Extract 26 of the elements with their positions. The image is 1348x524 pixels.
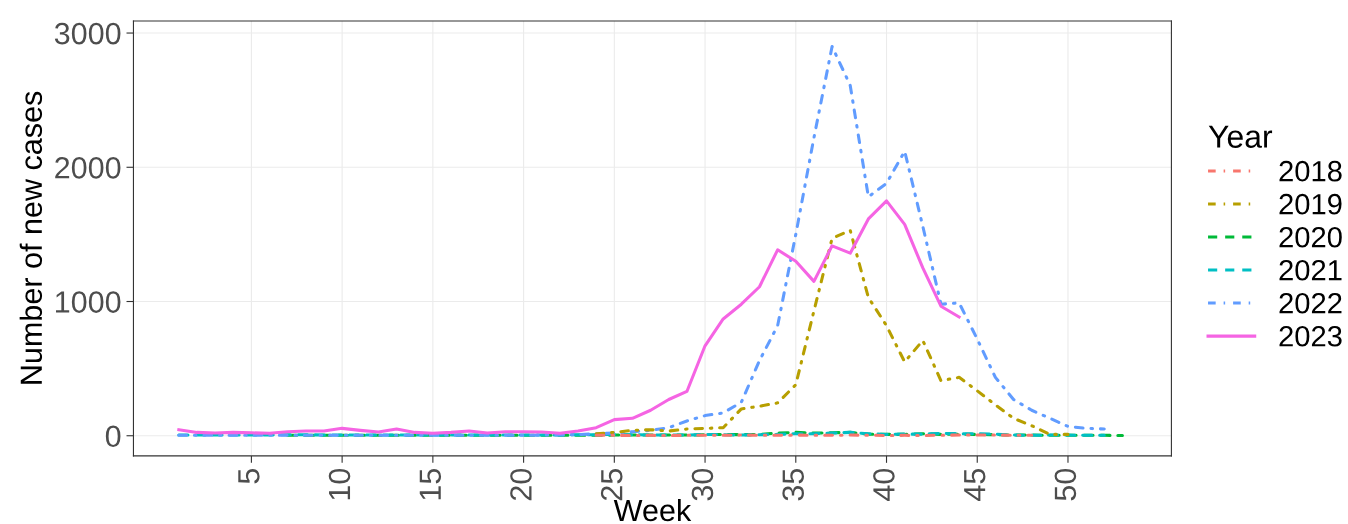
- x-tick-label: 45: [964, 468, 986, 501]
- y-tick-label: 2000: [55, 157, 121, 179]
- x-tick-label: 35: [782, 468, 804, 501]
- x-tick-label: 30: [691, 468, 714, 501]
- x-tick-label: 15: [419, 468, 442, 500]
- legend-label: 2018: [1279, 160, 1342, 182]
- legend-label: 2019: [1279, 193, 1342, 215]
- line-series: [177, 199, 961, 435]
- x-tick-label: 40: [873, 468, 895, 501]
- x-tick-label: 10: [328, 468, 351, 500]
- legend-label: 2023: [1279, 325, 1342, 347]
- y-tick-label: 0: [105, 425, 121, 448]
- legend-label: 2021: [1279, 259, 1342, 281]
- line-series: [177, 44, 1106, 437]
- x-tick-label: 20: [510, 468, 532, 501]
- legend-title: Year: [1208, 125, 1273, 148]
- x-tick-label: 5: [238, 468, 260, 484]
- x-axis-title: Week: [613, 498, 692, 522]
- legend-label: 2020: [1279, 226, 1342, 248]
- y-tick-label: 1000: [56, 291, 121, 313]
- x-tick-label: 25: [600, 468, 623, 501]
- legend-label: 2022: [1279, 292, 1342, 314]
- y-axis-title: Number of new cases: [19, 91, 43, 384]
- y-tick-label: 3000: [54, 22, 121, 45]
- x-tick-label: 50: [1054, 468, 1077, 501]
- line-series: [594, 228, 1070, 436]
